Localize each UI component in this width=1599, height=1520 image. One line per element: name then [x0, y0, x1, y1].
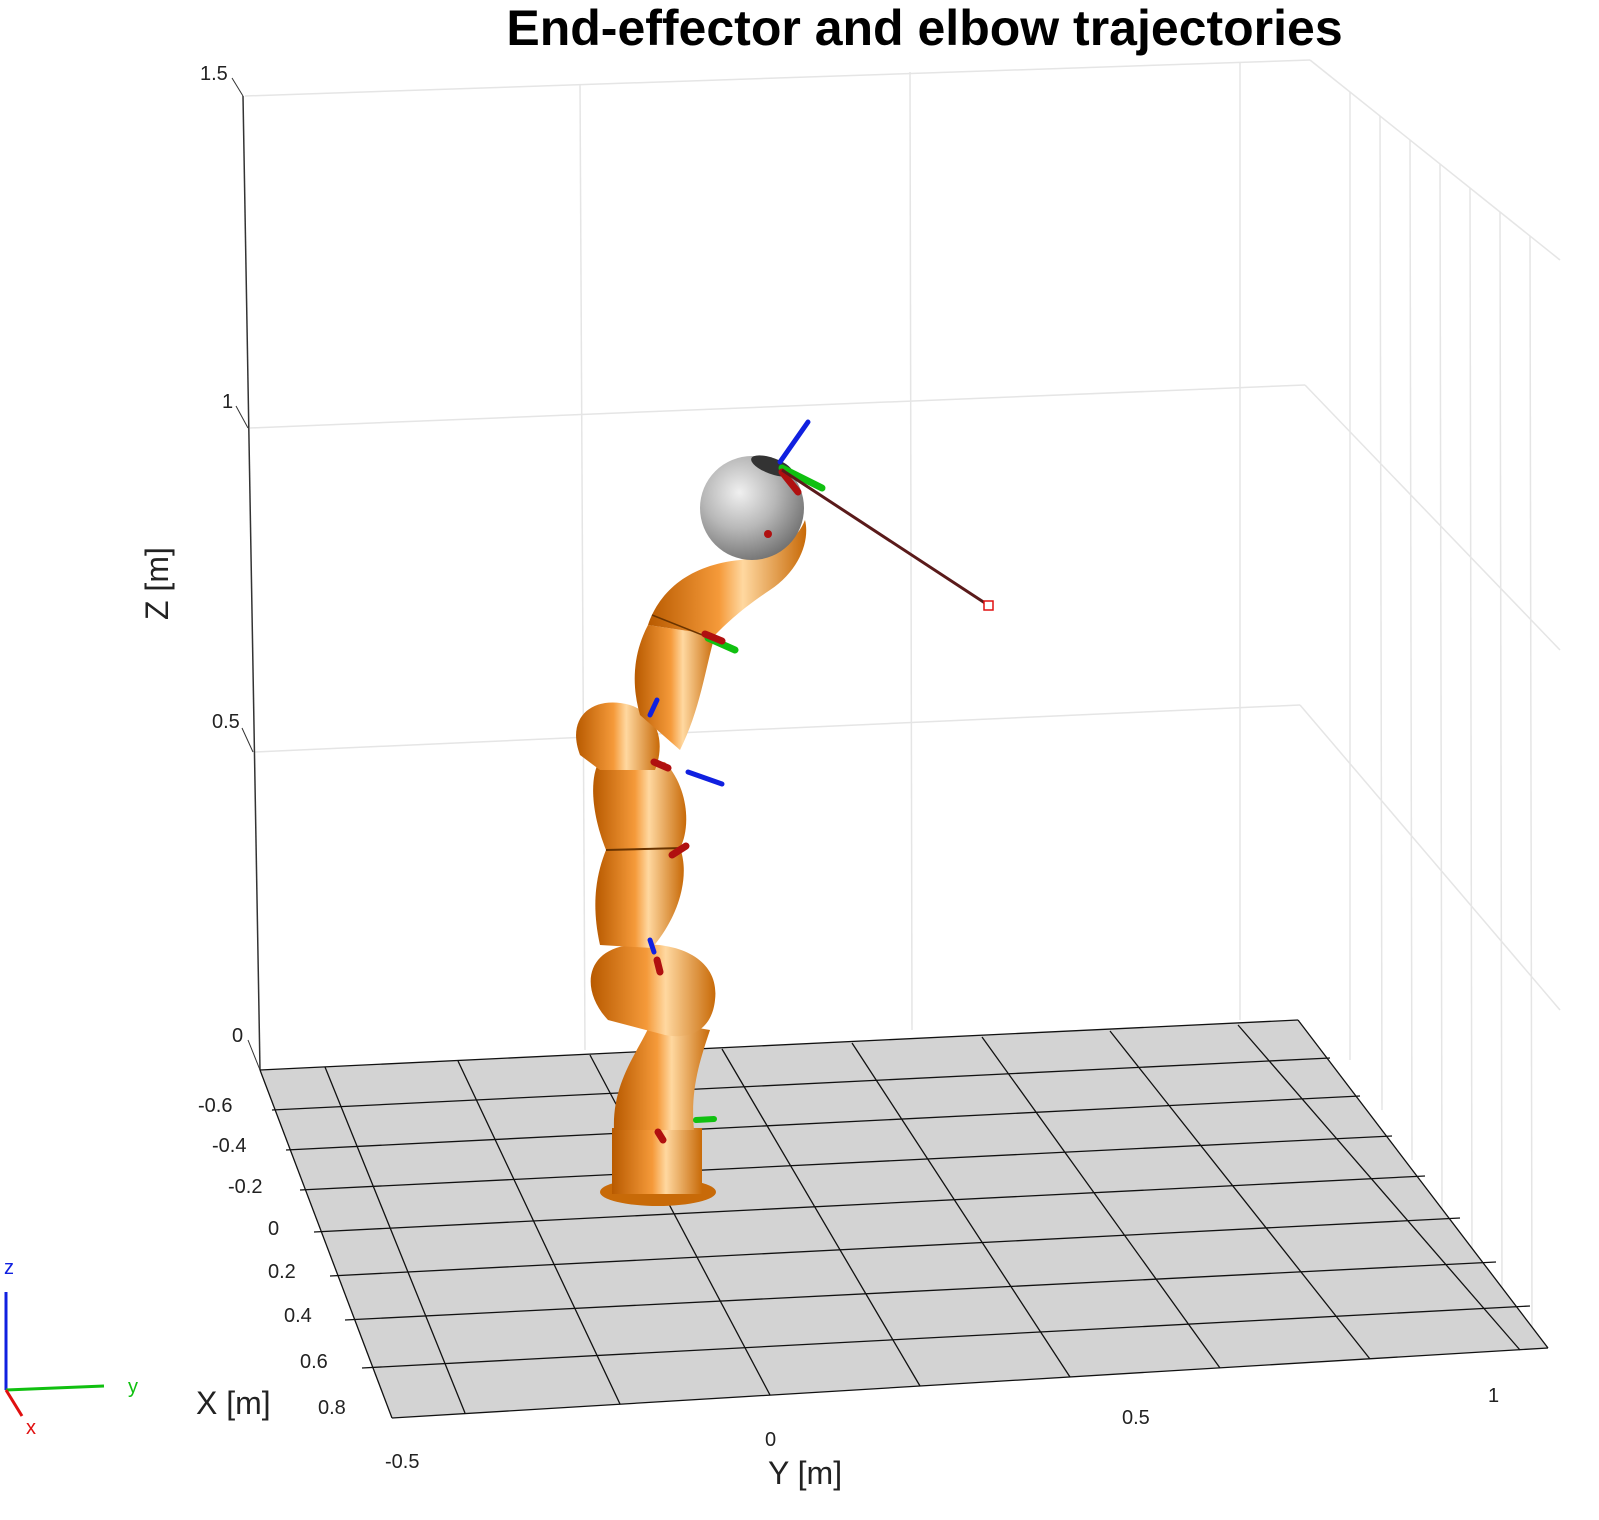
robot-link: [648, 520, 807, 635]
joint-frames: [647, 419, 826, 1144]
robot-link: [593, 760, 687, 850]
y-tick-label: 0: [765, 1429, 776, 1451]
x-tick-label: -0.6: [198, 1095, 232, 1117]
triad-z-label: z: [4, 1257, 14, 1279]
x-tick-label: 0: [268, 1218, 279, 1240]
x-tick-label: 0.2: [268, 1261, 296, 1283]
y-tick-label: 0.5: [1122, 1407, 1150, 1429]
z-axis-label: Z [m]: [139, 547, 175, 620]
back-wall-grid: [244, 59, 1561, 1331]
robot-link: [634, 625, 715, 750]
robot-base-block: [612, 1128, 702, 1194]
robot-link: [590, 944, 716, 1037]
end-effector-sphere: [700, 456, 804, 560]
robot-link: [595, 848, 684, 948]
robot-elbow: [576, 702, 660, 770]
trajectory-target-marker: [983, 600, 994, 611]
z-tick-label: 1: [222, 391, 233, 413]
x-tick-label: 0.4: [284, 1305, 312, 1327]
z-tick-label: 0.5: [212, 711, 240, 733]
trajectory: [781, 468, 994, 611]
triad-y-label: y: [128, 1376, 138, 1398]
x-axis-label: X [m]: [196, 1385, 271, 1421]
axes-triad: z y x: [4, 1257, 138, 1439]
robot-link: [613, 1020, 710, 1130]
z-axis: [231, 77, 261, 1071]
plot-title: End-effector and elbow trajectories: [506, 0, 1343, 56]
y-axis-label: Y [m]: [768, 1455, 842, 1491]
y-tick-label: 1: [1488, 1385, 1499, 1407]
z-tick-label: 0: [232, 1025, 243, 1047]
z-tick-label: 1.5: [200, 63, 228, 85]
x-tick-label: 0.6: [300, 1351, 328, 1373]
triad-x-label: x: [26, 1417, 36, 1439]
x-tick-label: -0.4: [212, 1135, 246, 1157]
triad-x-axis: [4, 1389, 24, 1417]
x-tick-label: 0.8: [318, 1397, 346, 1419]
robot-arm: [576, 455, 807, 1206]
triad-y-axis: [5, 1384, 105, 1392]
x-tick-label: -0.2: [228, 1176, 262, 1198]
y-tick-label: -0.5: [385, 1451, 419, 1473]
floor-grid: [259, 1019, 1549, 1419]
